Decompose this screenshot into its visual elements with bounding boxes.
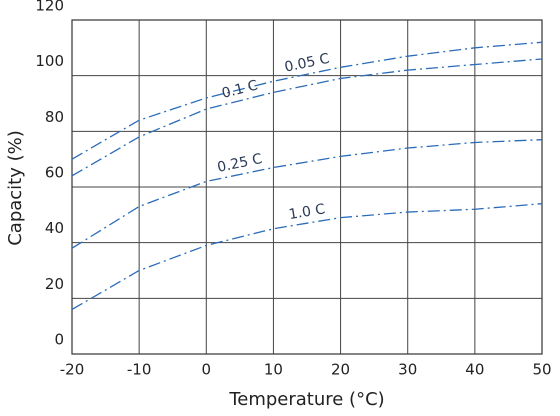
x-tick-label: 40 bbox=[465, 361, 484, 379]
series-line bbox=[71, 41, 543, 160]
x-tick-label: 30 bbox=[398, 361, 417, 379]
series-label: 0.25 C bbox=[216, 151, 264, 176]
series-line bbox=[71, 203, 543, 311]
y-tick-label: 100 bbox=[35, 52, 64, 70]
x-tick-label: 0 bbox=[202, 361, 212, 379]
series-label: 1.0 C bbox=[288, 201, 327, 223]
x-axis-title: Temperature (°C) bbox=[228, 389, 384, 410]
y-axis-title: Capacity (%) bbox=[5, 130, 26, 246]
y-tick-label: 80 bbox=[45, 108, 64, 126]
series-label: 0.05 C bbox=[283, 51, 331, 76]
x-tick-label: 10 bbox=[264, 361, 283, 379]
series-line bbox=[71, 58, 543, 177]
y-tick-label: 60 bbox=[45, 164, 64, 182]
series-line bbox=[71, 139, 543, 249]
series-label: 0.1 C bbox=[220, 77, 259, 101]
x-tick-label: -20 bbox=[60, 361, 85, 379]
y-tick-label: 40 bbox=[45, 219, 64, 237]
y-tick-label: 120 bbox=[35, 0, 64, 15]
x-tick-label: 20 bbox=[331, 361, 350, 379]
y-tick-label: 0 bbox=[54, 331, 64, 349]
x-tick-label: -10 bbox=[127, 361, 152, 379]
x-tick-label: 50 bbox=[532, 361, 551, 379]
y-tick-label: 20 bbox=[45, 275, 64, 293]
plot-frame bbox=[71, 19, 543, 355]
